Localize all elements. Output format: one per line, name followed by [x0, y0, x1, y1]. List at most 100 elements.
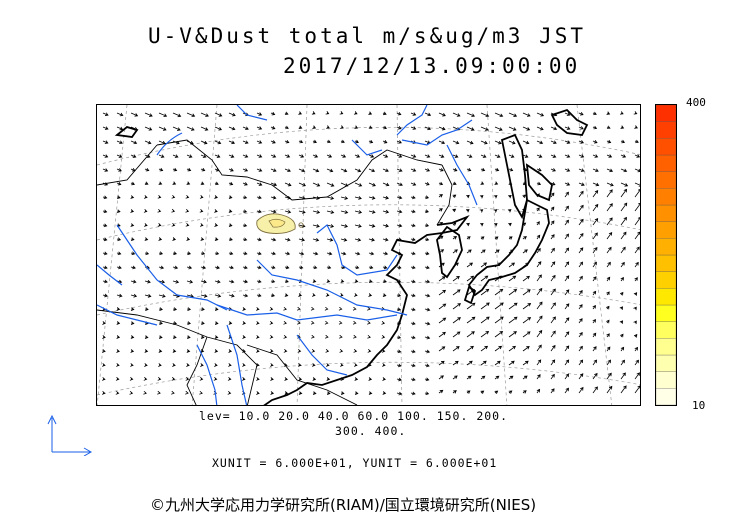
wind-arrow — [536, 274, 542, 282]
wind-arrow — [424, 349, 431, 354]
wind-arrow — [452, 181, 457, 186]
wind-arrow — [634, 168, 640, 173]
wind-arrow — [606, 189, 613, 198]
wind-arrow — [228, 223, 233, 227]
wind-arrow — [578, 331, 583, 338]
wind-arrow — [424, 321, 431, 326]
wind-arrow — [115, 391, 120, 395]
wind-arrow — [311, 348, 316, 353]
wind-arrow — [592, 125, 598, 130]
wind-arrow — [508, 126, 517, 131]
wind-arrow — [480, 331, 490, 338]
wind-arrow — [172, 167, 178, 172]
wind-arrow — [130, 293, 138, 298]
wind-arrow — [228, 209, 233, 213]
wind-arrow — [186, 112, 196, 118]
wind-arrow — [536, 247, 541, 254]
wind-arrow — [564, 345, 570, 352]
wind-arrow — [200, 363, 204, 367]
wind-arrow — [452, 346, 460, 352]
wind-arrow — [536, 287, 543, 296]
wind-arrow — [311, 334, 315, 339]
wind-arrow — [368, 293, 373, 297]
wind-arrow — [634, 154, 640, 158]
wind-arrow — [578, 373, 584, 380]
wind-arrow — [466, 167, 472, 172]
wind-arrow — [186, 251, 192, 256]
wind-arrow — [396, 265, 402, 270]
wind-arrow — [606, 372, 612, 380]
wind-arrow — [564, 168, 571, 172]
wind-arrow — [326, 210, 335, 214]
wind-arrow — [214, 223, 219, 227]
wind-arrow — [465, 209, 470, 213]
wind-arrow — [438, 208, 443, 212]
wind-arrow — [116, 168, 122, 172]
wind-arrow — [494, 302, 504, 310]
wind-arrow — [129, 390, 134, 395]
wind-arrow — [158, 237, 163, 241]
wind-arrow — [354, 251, 361, 256]
wind-arrow — [493, 209, 498, 213]
wind-arrow — [158, 167, 164, 172]
wind-arrow — [452, 360, 459, 366]
wind-arrow — [116, 209, 121, 213]
wind-arrow — [424, 223, 430, 228]
wind-arrow — [172, 251, 178, 256]
wind-arrow — [186, 237, 191, 241]
wind-arrow — [424, 154, 431, 158]
wind-arrow — [312, 154, 319, 158]
wind-arrow — [284, 265, 290, 270]
wind-arrow — [298, 182, 307, 187]
wind-arrow — [256, 349, 260, 353]
wind-arrow — [242, 195, 248, 200]
wind-arrow — [550, 388, 555, 394]
wind-arrow — [536, 112, 545, 117]
wind-arrow — [200, 265, 207, 270]
wind-arrow — [298, 111, 302, 115]
wind-arrow — [592, 359, 598, 366]
wind-arrow — [592, 276, 597, 282]
wind-arrow — [634, 372, 640, 380]
wind-arrow — [227, 391, 232, 395]
wind-arrow — [606, 261, 611, 268]
wind-arrow — [550, 302, 556, 310]
wind-arrow — [480, 126, 489, 131]
wind-arrow — [550, 288, 556, 296]
map-title-timestamp: 2017/12/13.09:00:00 — [283, 54, 581, 78]
wind-arrow — [634, 188, 640, 198]
wind-arrow — [578, 182, 585, 186]
wind-arrow — [354, 154, 361, 158]
wind-arrow — [480, 316, 490, 324]
wind-arrow — [130, 140, 138, 145]
wind-arrow — [158, 321, 163, 326]
wind-arrow — [564, 233, 569, 240]
wind-arrow — [508, 222, 512, 227]
wind-arrow — [256, 182, 263, 186]
wind-arrow — [606, 168, 614, 173]
wind-arrow — [312, 168, 320, 173]
wind-arrow — [480, 360, 487, 366]
wind-arrow — [158, 307, 163, 312]
wind-arrow — [144, 363, 148, 367]
wind-arrow — [494, 331, 504, 338]
wind-arrow — [270, 293, 275, 298]
wind-arrow — [578, 275, 583, 282]
wind-arrow — [116, 363, 120, 367]
wind-arrow — [396, 126, 402, 130]
wind-arrow — [326, 196, 335, 200]
wind-arrow — [396, 154, 403, 158]
wind-arrow — [410, 279, 416, 284]
wind-arrow — [200, 279, 207, 284]
wind-arrow — [368, 139, 374, 144]
wind-arrow — [200, 154, 207, 158]
wind-arrow — [172, 307, 178, 312]
wind-arrow — [353, 334, 357, 339]
wind-arrow — [396, 363, 402, 368]
wind-arrow — [620, 202, 628, 212]
wind-arrow — [592, 247, 598, 254]
wind-arrow — [536, 329, 543, 338]
wind-arrow — [354, 196, 362, 200]
wind-arrow — [578, 261, 584, 268]
wind-arrow — [424, 279, 431, 284]
